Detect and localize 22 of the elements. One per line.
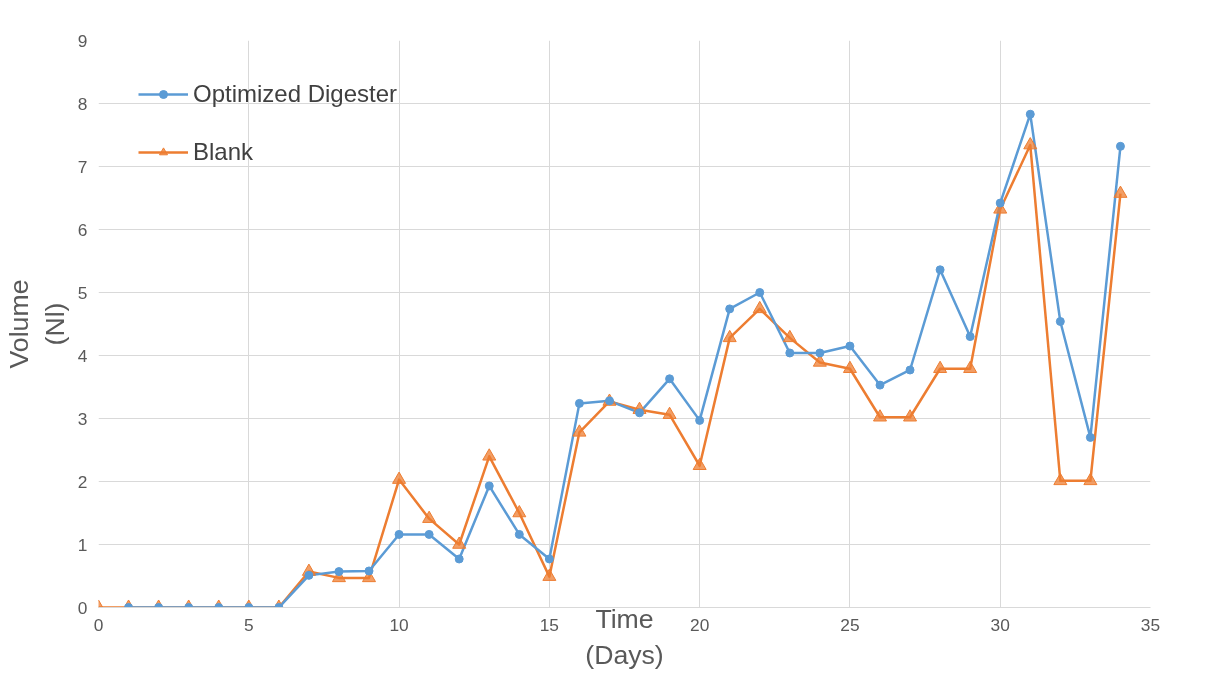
x-tick-label: 0 <box>93 614 104 635</box>
x-axis-title: Time (Days) <box>585 603 664 670</box>
y-tick-label: 5 <box>77 282 88 303</box>
x-tick-label: 10 <box>389 614 409 635</box>
x-tick-label: 20 <box>690 614 710 635</box>
x-tick-label: 25 <box>840 614 860 635</box>
legend-label: Optimized Digester <box>193 80 398 108</box>
x-tick-label: 30 <box>990 614 1010 635</box>
y-tick-label: 7 <box>77 156 88 177</box>
x-tick-label: 35 <box>1140 614 1161 635</box>
y-tick-label: 3 <box>77 408 88 429</box>
y-tick-label: 9 <box>77 30 88 51</box>
y-tick-label: 6 <box>77 219 88 240</box>
y-axis-title: Volume (Nl) <box>3 279 70 369</box>
x-tick-label: 5 <box>243 614 254 635</box>
y-tick-label: 1 <box>77 534 88 555</box>
x-tick-label: 15 <box>539 614 559 635</box>
y-tick-label: 0 <box>77 597 88 618</box>
legend-label: Blank <box>193 138 254 166</box>
y-tick-label: 4 <box>77 345 88 366</box>
y-tick-label: 2 <box>77 471 88 492</box>
y-tick-label: 8 <box>77 93 88 114</box>
